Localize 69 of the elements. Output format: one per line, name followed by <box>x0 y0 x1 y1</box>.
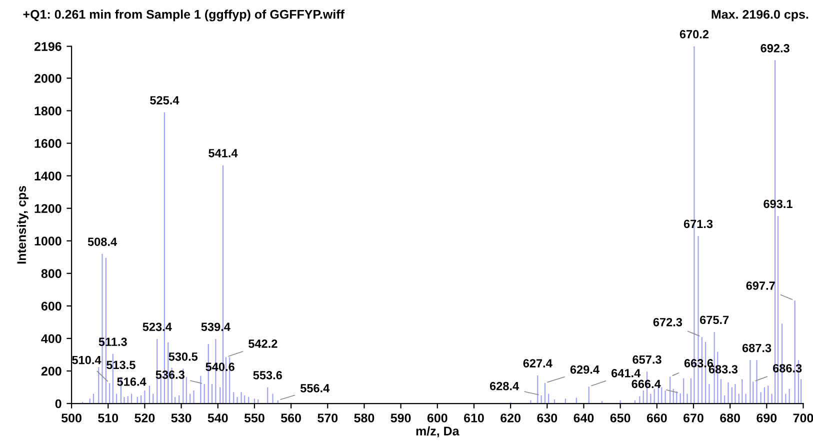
annotation: 556.4 <box>300 384 330 392</box>
y-tick-label: 1600 <box>34 139 62 148</box>
y-tick-label: 400 <box>41 334 62 344</box>
x-tick-label: 660 <box>646 414 667 422</box>
annotation: 530.5 <box>168 352 198 361</box>
x-tick-label: 510 <box>98 414 118 422</box>
annotation: 629.4 <box>570 365 600 374</box>
annotation: 663.6 <box>684 359 714 368</box>
x-tick-label: 530 <box>171 414 192 422</box>
x-tick-label: 540 <box>208 414 228 422</box>
x-tick-label: 620 <box>500 414 520 422</box>
text: Max. 2196.0 cps. <box>712 10 808 22</box>
annotation: 523.4 <box>142 322 172 332</box>
annotation: 641.4 <box>612 368 641 378</box>
annotation: 628.4 <box>490 382 520 390</box>
annotation: 686.3 <box>773 364 802 372</box>
annotation: 513.5 <box>106 360 136 370</box>
y-axis-title: Intensity, cps <box>16 186 28 264</box>
x-tick-label: 680 <box>720 414 740 422</box>
annotation: 670.2 <box>680 30 709 38</box>
y-tick-label: 1200 <box>34 204 62 213</box>
annotation: 525.4 <box>150 96 180 104</box>
annotation: 697.7 <box>746 282 775 290</box>
annotation: 693.1 <box>764 200 792 208</box>
x-axis-title: m/z, Da <box>416 426 460 438</box>
x-tick-label: 560 <box>281 414 301 422</box>
x-tick-label: 590 <box>390 414 411 422</box>
annotation: 553.6 <box>253 371 282 380</box>
x-tick-label: 520 <box>134 414 155 422</box>
annotation: 687.3 <box>742 344 772 352</box>
annotation: 541.4 <box>208 149 238 158</box>
x-tick-label: 600 <box>427 414 448 422</box>
x-tick-label: 690 <box>756 414 777 422</box>
y-tick-label: 2196 <box>34 42 62 51</box>
y-tick-label: 2000 <box>34 74 62 83</box>
y-tick-label: 0 <box>55 399 62 408</box>
chart-title: +Q1: 0.261 min from Sample 1 (ggffyp) of GGFFYP.wiff <box>23 10 344 22</box>
annotation: 511.3 <box>98 338 127 346</box>
x-tick-label: 650 <box>610 414 630 422</box>
x-tick-label: 570 <box>318 414 338 422</box>
annotation: 671.3 <box>684 220 713 228</box>
annotation: 675.7 <box>700 316 729 324</box>
x-tick-label: 580 <box>354 414 374 422</box>
x-tick-label: 550 <box>244 414 264 422</box>
annotation: 510.4 <box>72 356 102 364</box>
x-tick-label: 640 <box>574 414 594 422</box>
y-tick-label: 800 <box>41 269 62 278</box>
y-tick-label: 1000 <box>34 236 62 246</box>
annotation: 508.4 <box>88 238 117 246</box>
annotation: 683.3 <box>708 365 738 374</box>
annotation: 539.4 <box>201 322 230 332</box>
annotation: 627.4 <box>523 359 552 368</box>
y-tick-label: 1400 <box>34 172 62 180</box>
x-tick-label: 500 <box>62 414 82 422</box>
annotation: 666.4 <box>632 380 661 388</box>
x-tick-label: 700 <box>793 414 813 422</box>
y-tick-label: 200 <box>41 366 62 376</box>
x-tick-label: 670 <box>684 414 704 422</box>
annotation: 692.3 <box>760 44 790 52</box>
annotation: 542.2 <box>248 340 278 348</box>
annotation: 657.3 <box>632 355 662 364</box>
x-tick-label: 610 <box>464 414 484 422</box>
annotation: 672.3 <box>653 318 682 326</box>
y-tick-label: 1800 <box>34 106 62 116</box>
x-tick-label: 630 <box>537 414 558 422</box>
y-tick-label: 600 <box>41 302 62 311</box>
annotation: 516.4 <box>117 378 146 386</box>
annotation: 540.6 <box>206 362 234 372</box>
annotation: 536.3 <box>156 370 184 379</box>
